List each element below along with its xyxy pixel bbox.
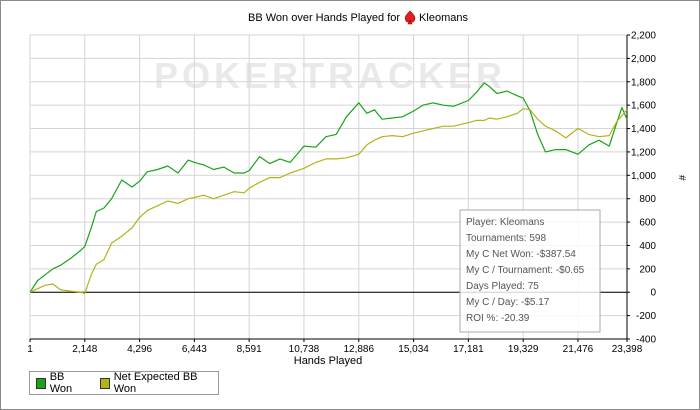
stats-line: ROI %: -20.39 <box>466 313 530 324</box>
x-tick-label: 19,329 <box>508 344 539 355</box>
y-axis-label-glyph: # <box>676 175 687 181</box>
stats-line: Days Played: 75 <box>466 281 539 292</box>
y-tick-label: 2,200 <box>631 31 656 42</box>
stats-box: Player: Kleomans Tournaments: 598 My C Net… <box>459 209 601 333</box>
x-tick-label: 10,738 <box>289 344 320 355</box>
chart-title-text: BB Won over Hands Played for <box>248 12 400 24</box>
watermark: POKERTRACKER <box>154 55 506 96</box>
legend-swatch-bb-won <box>36 377 46 389</box>
legend-swatch-net-expected <box>99 377 110 389</box>
y-tick-label: 600 <box>639 218 656 229</box>
x-tick-label: 17,181 <box>453 344 484 355</box>
stats-lines: Player: Kleomans Tournaments: 598 My C Net… <box>466 217 585 324</box>
x-tick-label: 4,296 <box>127 344 152 355</box>
y-tick-label: 400 <box>639 241 656 252</box>
x-axis-label: Hands Played <box>294 355 363 367</box>
y-tick-labels: -400 -200 0 200 400 600 800 1,000 1,200 1,400 1,60… <box>627 31 656 346</box>
stats-box-bg <box>459 209 601 333</box>
x-tick-labels: 1 2,148 4,296 6,443 8,591 10,738 12,886 15,034 1… <box>27 339 643 355</box>
stats-line: Tournaments: 598 <box>466 233 546 244</box>
y-tick-label: 1,600 <box>631 101 656 112</box>
x-tick-label: 12,886 <box>343 344 374 355</box>
legend-label-net-expected: Net Expected BB Won <box>113 371 198 395</box>
legend: BB Won Net Expected BB Won <box>29 371 219 395</box>
legend-item-bb-won: BB Won <box>36 371 84 395</box>
y-tick-label: 200 <box>639 264 656 275</box>
x-tick-label: 1 <box>27 344 33 355</box>
stats-line: My C / Tournament: -$0.65 <box>466 265 585 276</box>
x-tick-label: 2,148 <box>72 344 97 355</box>
x-tick-label: 6,443 <box>182 344 207 355</box>
x-tick-label: 23,398 <box>612 344 643 355</box>
y-tick-label: 800 <box>639 194 656 205</box>
spade-icon-shape <box>404 10 416 25</box>
y-tick-label: 1,000 <box>631 171 656 182</box>
y-tick-label: 1,400 <box>631 124 656 135</box>
y-tick-label: 0 <box>650 288 656 299</box>
chart-title-player: Kleomans <box>419 12 468 24</box>
y-tick-label: -200 <box>636 311 656 322</box>
spade-icon <box>404 10 416 25</box>
y-tick-label: 2,000 <box>631 54 656 65</box>
y-tick-label: 1,800 <box>631 77 656 88</box>
series-line-net-expected-bb-won <box>29 108 628 294</box>
stats-line: Player: Kleomans <box>466 217 544 228</box>
x-tick-label: 15,034 <box>398 344 429 355</box>
x-tick-label: 21,476 <box>563 344 594 355</box>
y-tick-label: 1,200 <box>631 147 656 158</box>
y-tick-label: -400 <box>636 335 656 346</box>
legend-item-net-expected: Net Expected BB Won <box>99 371 208 395</box>
series-group <box>29 82 628 294</box>
legend-label-bb-won: BB Won <box>49 371 73 395</box>
grid <box>29 34 628 340</box>
series-line-bb-won <box>29 82 628 293</box>
chart-title: BB Won over Hands Played for Kleomans <box>248 10 468 25</box>
stats-line: My C / Day: -$5.17 <box>466 297 550 308</box>
stats-line: My C Net Won: -$387.54 <box>466 249 576 260</box>
x-tick-label: 8,591 <box>237 344 262 355</box>
